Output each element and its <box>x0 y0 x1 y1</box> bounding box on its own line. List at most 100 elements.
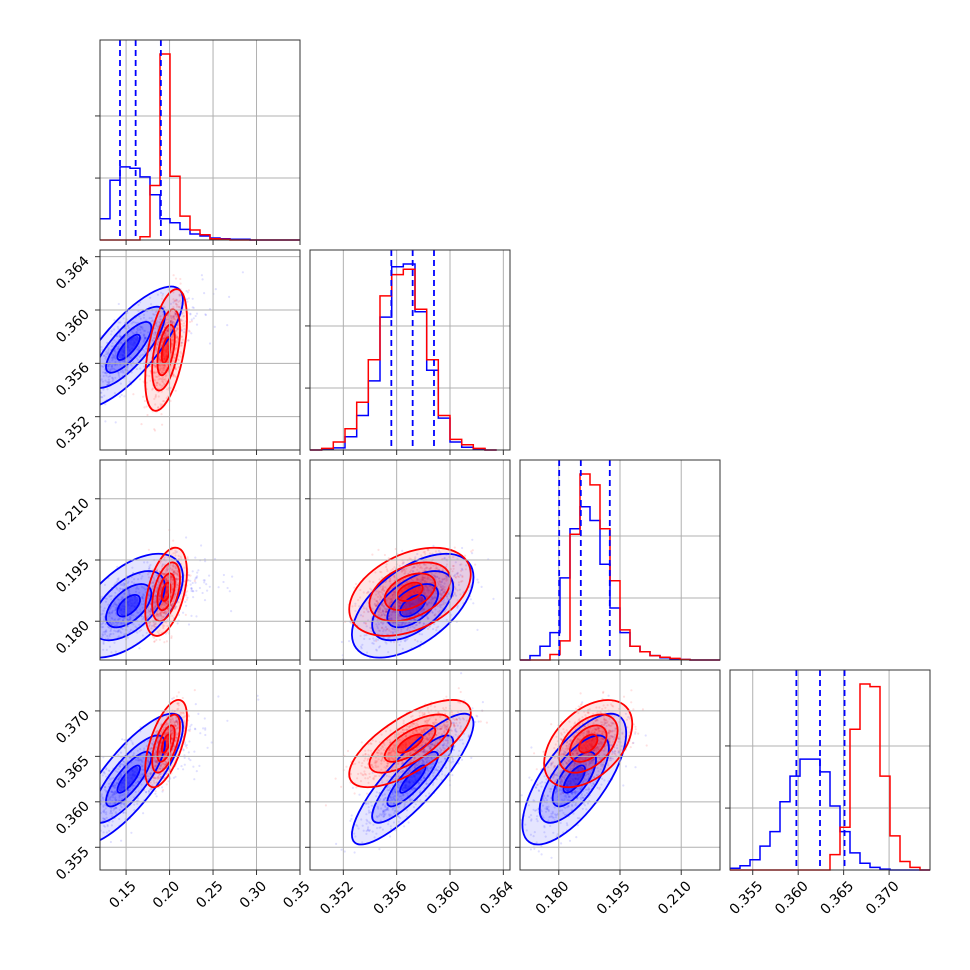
sample-point <box>123 592 126 596</box>
sample-point <box>114 630 118 633</box>
sample-point <box>154 595 157 598</box>
sample-point <box>390 569 393 572</box>
sample-point <box>170 635 173 638</box>
sample-point <box>190 587 193 590</box>
sample-point <box>384 629 387 632</box>
sample-point <box>94 394 96 396</box>
sample-point <box>160 377 163 380</box>
sample-point <box>165 374 168 377</box>
sample-point <box>80 389 82 391</box>
sample-point <box>388 603 391 606</box>
sample-point <box>461 568 464 572</box>
sample-point <box>135 368 138 371</box>
sample-point <box>159 361 162 364</box>
sample-point <box>454 588 457 591</box>
sample-point <box>88 615 90 617</box>
sample-point <box>163 337 166 340</box>
sample-point <box>443 577 446 580</box>
sample-point <box>153 364 156 367</box>
sample-point <box>122 622 125 625</box>
sample-point <box>190 318 193 321</box>
sample-point <box>387 651 390 654</box>
sample-point <box>174 277 178 280</box>
sample-point <box>443 578 446 581</box>
sample-point <box>117 629 120 632</box>
sample-point <box>394 630 397 633</box>
sample-point <box>174 571 177 574</box>
sample-point <box>154 606 157 609</box>
sample-point <box>153 360 156 363</box>
sample-point <box>146 413 149 417</box>
sample-point <box>94 816 96 818</box>
sample-point <box>152 313 155 316</box>
sample-point <box>141 327 144 331</box>
sample-point <box>120 631 123 634</box>
sample-point <box>87 602 89 604</box>
sample-point <box>167 318 170 321</box>
sample-point <box>114 661 116 663</box>
sample-point <box>452 574 456 578</box>
sample-point <box>154 393 157 396</box>
sample-point <box>107 381 110 384</box>
sample-point <box>115 586 118 590</box>
sample-point <box>157 406 160 409</box>
sample-point <box>424 591 427 595</box>
sample-point <box>160 370 163 373</box>
sample-point <box>174 367 177 371</box>
sample-point <box>470 550 473 553</box>
sample-point <box>421 576 425 579</box>
sample-point <box>149 610 153 614</box>
sample-point <box>81 395 83 397</box>
sample-point <box>121 627 124 631</box>
sample-point <box>369 587 372 590</box>
sample-point <box>492 597 495 601</box>
sample-point <box>187 757 190 760</box>
sample-point <box>171 320 174 323</box>
sample-point <box>179 343 182 346</box>
sample-point <box>443 557 446 560</box>
sample-point <box>107 363 110 366</box>
sample-point <box>231 575 234 578</box>
sample-point <box>78 834 80 836</box>
sample-point <box>106 380 109 384</box>
sample-point <box>153 608 156 611</box>
sample-point <box>127 588 130 591</box>
sample-point <box>158 597 161 600</box>
sample-point <box>87 821 89 823</box>
sample-point <box>185 746 188 749</box>
sample-point <box>171 588 174 591</box>
sample-point <box>166 624 169 628</box>
sample-point <box>123 633 126 636</box>
sample-point <box>155 638 158 642</box>
sample-point <box>185 298 189 301</box>
sample-point <box>174 567 177 570</box>
sample-point <box>85 647 87 649</box>
sample-point <box>97 355 99 357</box>
sample-point <box>104 622 107 626</box>
sample-point <box>147 611 150 614</box>
sample-point <box>103 354 106 357</box>
sample-point <box>382 636 385 639</box>
sample-point <box>426 617 429 620</box>
sample-point <box>100 346 103 349</box>
sample-point <box>161 564 164 567</box>
sample-point <box>170 568 173 572</box>
sample-point <box>94 666 96 668</box>
sample-point <box>217 695 220 698</box>
sample-point <box>164 571 167 574</box>
sample-point <box>113 328 116 331</box>
sample-point <box>362 591 365 594</box>
sample-point <box>166 565 169 568</box>
sample-point <box>438 577 441 580</box>
sample-point <box>166 602 169 605</box>
sample-point <box>411 579 414 582</box>
sample-point <box>156 615 159 618</box>
sample-point <box>152 576 155 579</box>
sample-point <box>202 727 205 730</box>
sample-point <box>152 624 155 627</box>
sample-point <box>138 347 141 350</box>
sample-point <box>164 578 167 582</box>
sample-point <box>439 589 442 592</box>
sample-point <box>340 640 343 644</box>
sample-point <box>113 641 116 644</box>
